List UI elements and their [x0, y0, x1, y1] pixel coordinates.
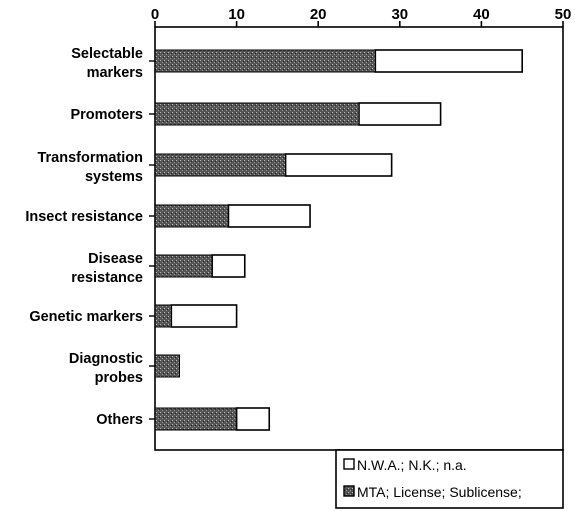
- bar-shaded-segment: [154, 407, 238, 431]
- bar-shaded-segment: [154, 354, 180, 378]
- category-label: Genetic markers: [29, 309, 143, 325]
- bar-open-segment: [374, 49, 524, 73]
- x-tick-label: 10: [228, 6, 245, 23]
- legend-label-open: N.W.A.; N.K.; n.a.: [357, 457, 467, 473]
- category-label: Promoters: [70, 107, 143, 123]
- bar-group: [154, 102, 442, 126]
- category-label: Disease resistance: [71, 251, 143, 286]
- category-label-line: systems: [85, 169, 143, 185]
- bar-shaded-segment: [154, 153, 287, 177]
- category-label-line: Disease: [88, 251, 143, 267]
- x-tick-label: 50: [555, 6, 572, 23]
- legend-swatch-open: [343, 458, 355, 470]
- category-label: Transformation systems: [37, 150, 143, 185]
- category-label-line: Insect resistance: [25, 209, 143, 225]
- bar-shaded-segment: [154, 304, 172, 328]
- bar-open-segment: [211, 254, 246, 278]
- bar-open-segment: [358, 102, 442, 126]
- x-tick-label: 20: [310, 6, 327, 23]
- legend-label-shaded: MTA; License; Sublicense;: [357, 484, 522, 500]
- category-label: Selectable markers: [71, 46, 143, 81]
- bar-shaded-segment: [154, 49, 376, 73]
- category-label-line: Promoters: [70, 107, 143, 123]
- bar-group: [154, 354, 180, 378]
- bar-group: [154, 407, 271, 431]
- bar-shaded-segment: [154, 102, 360, 126]
- bar-shaded-segment: [154, 204, 229, 228]
- category-label: Diagnostic probes: [69, 351, 143, 386]
- legend-swatch-shaded: [343, 485, 355, 497]
- bar-group: [154, 204, 311, 228]
- category-label-line: markers: [87, 65, 143, 81]
- category-label-line: Genetic markers: [29, 309, 143, 325]
- plot-area: 0 10 20 30 40 50 Selectable markers Promoters Tra…: [25, 6, 572, 451]
- bar-open-segment: [227, 204, 311, 228]
- x-tick-label: 40: [473, 6, 490, 23]
- plot-frame: [154, 26, 564, 451]
- bar-group: [154, 254, 246, 278]
- category-label-line: Selectable: [71, 46, 143, 62]
- x-tick-label: 30: [391, 6, 408, 23]
- legend: N.W.A.; N.K.; n.a. MTA; License; Sublicen…: [335, 449, 564, 509]
- category-label-line: probes: [95, 370, 143, 386]
- category-label-line: resistance: [71, 270, 143, 286]
- category-label: Insect resistance: [25, 209, 143, 225]
- bar-group: [154, 153, 393, 177]
- category-label-line: Others: [96, 412, 143, 428]
- legend-box: [335, 449, 564, 509]
- category-label-line: Transformation: [37, 150, 143, 166]
- bar-open-segment: [170, 304, 238, 328]
- category-label: Others: [96, 412, 143, 428]
- bar-open-segment: [235, 407, 271, 431]
- bar-shaded-segment: [154, 254, 213, 278]
- x-tick-label: 0: [151, 6, 159, 23]
- bar-group: [154, 49, 524, 73]
- category-label-line: Diagnostic: [69, 351, 143, 367]
- bar-group: [154, 304, 238, 328]
- bar-open-segment: [284, 153, 393, 177]
